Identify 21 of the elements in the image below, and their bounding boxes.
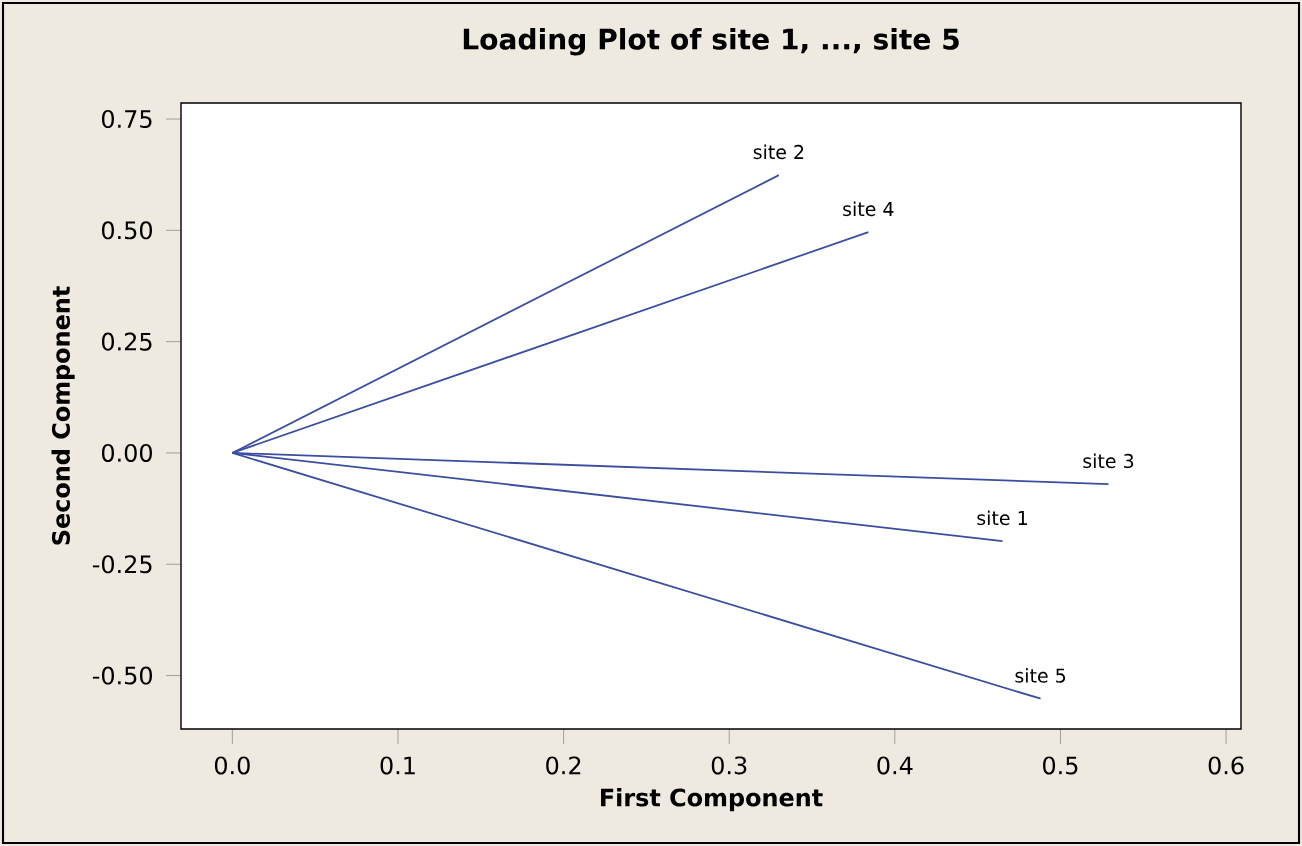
x-tick-label: 0.2 [546, 756, 581, 775]
x-axis-title: First Component [601, 788, 823, 812]
x-tick-label: 0.4 [877, 756, 913, 775]
y-axis-title: Second Component [51, 286, 75, 545]
chart-title: Loading Plot of site 1, ..., site 5 [463, 28, 959, 56]
series-label: site 5 [1015, 668, 1066, 683]
x-tick-label: 0.1 [380, 756, 415, 775]
x-tick-label: 0.0 [214, 756, 250, 775]
series-label: site 4 [843, 201, 894, 217]
y-tick-label: 0.00 [101, 443, 152, 462]
x-tick-label: 0.5 [1043, 756, 1078, 775]
series-label: site 3 [1083, 453, 1134, 469]
series-label: site 1 [977, 510, 1027, 526]
y-tick-label: -0.50 [92, 666, 152, 685]
y-tick-label: 0.75 [101, 109, 152, 129]
x-tick-label: 0.6 [1208, 756, 1244, 775]
y-tick-label: 0.50 [101, 221, 152, 240]
x-tick-label: 0.3 [711, 756, 747, 775]
y-tick-label: -0.25 [92, 555, 152, 574]
y-tick-label: 0.25 [101, 332, 152, 351]
series-label: site 2 [753, 144, 804, 160]
